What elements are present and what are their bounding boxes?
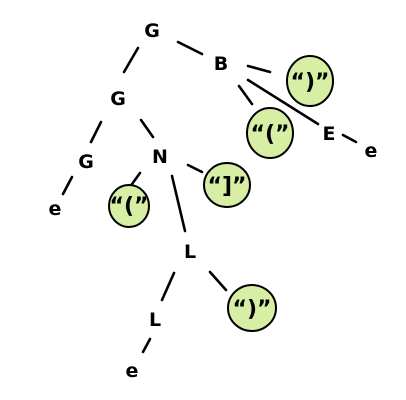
leaf-token-n-left: “(” [108, 184, 150, 228]
edge-n-l1 [170, 174, 187, 233]
edge-g2-n [139, 118, 155, 139]
node-e-upper: E [323, 123, 336, 145]
leaf-blob [203, 162, 251, 208]
leaf-blob [227, 284, 277, 332]
edge-root-g2 [122, 46, 140, 74]
node-l1: L [184, 241, 196, 263]
leaf-text: “(” [110, 194, 149, 219]
node-root: G [144, 20, 160, 42]
leaf-blob [286, 55, 334, 107]
node-e-bottom: e [126, 360, 139, 382]
leaf-token-l: “)” [227, 284, 277, 332]
edge-b-leaf-mid [237, 84, 254, 106]
edge-l1-l2 [160, 271, 176, 302]
edge-b-leaf-top [246, 64, 272, 74]
tree-nodes: G G B N G E L L e e e [49, 20, 378, 382]
edge-e-e [341, 133, 358, 144]
leaf-text: “)” [291, 70, 330, 95]
leaf-token-n-right: “]” [203, 162, 251, 208]
leaf-token-b-mid: “(” [246, 107, 294, 159]
leaf-blob [108, 184, 150, 228]
node-b: B [214, 53, 228, 75]
edge-g2-g3 [89, 120, 103, 144]
edge-n-leaf-left [130, 171, 142, 186]
edge-root-b [176, 40, 204, 56]
node-g3: G [78, 151, 94, 173]
node-g2: G [110, 88, 126, 110]
leaf-token-b-top: “)” [286, 55, 334, 107]
edge-b-e [246, 78, 320, 126]
leaf-text: “(” [251, 122, 290, 147]
tree-edges [61, 40, 358, 354]
edge-l1-leaf [208, 270, 228, 292]
node-e-left: e [49, 198, 62, 220]
node-n: N [152, 146, 168, 168]
edge-n-leaf-right [186, 163, 204, 174]
node-l2: L [149, 309, 161, 331]
leaf-text: “)” [233, 297, 272, 322]
node-e-right: e [365, 140, 378, 162]
leaf-text: “]” [208, 174, 247, 199]
edge-g3-e [61, 175, 74, 196]
edge-l2-e [141, 337, 152, 354]
leaf-blob [246, 107, 294, 159]
